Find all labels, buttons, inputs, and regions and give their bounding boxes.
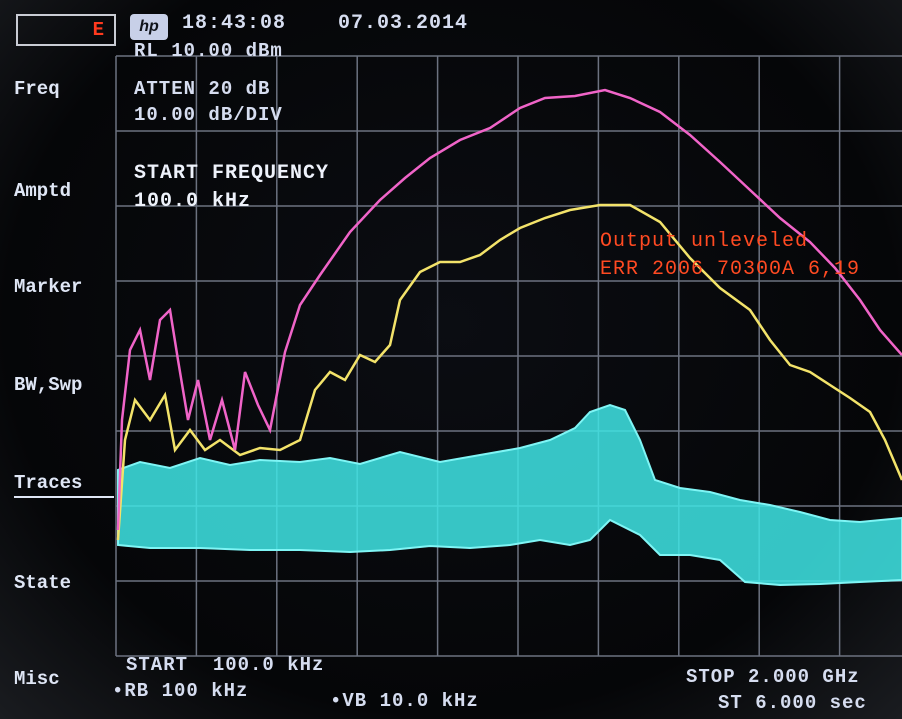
softkey[interactable]: Traces bbox=[14, 472, 114, 498]
message: ERR 2006 70300A 6,19 bbox=[600, 258, 861, 281]
scale: 10.00 dB/DIV bbox=[134, 104, 283, 126]
softkey[interactable]: Misc bbox=[14, 668, 60, 690]
softkey[interactable]: Freq bbox=[14, 78, 60, 100]
trace-yellow bbox=[116, 203, 902, 541]
softkey[interactable]: State bbox=[14, 572, 72, 594]
status-box: E bbox=[16, 14, 116, 46]
active-function-label: START FREQUENCY bbox=[134, 162, 330, 185]
status-indicator: E bbox=[92, 19, 104, 41]
trace-magenta bbox=[116, 88, 902, 531]
resolution-bandwidth: •RB 100 kHz bbox=[112, 680, 249, 702]
trace-cyan bbox=[117, 403, 902, 587]
start-frequency: START 100.0 kHz bbox=[126, 654, 325, 676]
video-bandwidth: •VB 10.0 kHz bbox=[330, 690, 479, 712]
message: Output unleveled bbox=[600, 230, 809, 253]
sweep-time: ST 6.000 sec bbox=[718, 692, 867, 714]
active-function-value: 100.0 kHz bbox=[134, 190, 252, 213]
time: 18:43:08 bbox=[182, 12, 287, 35]
date: 07.03.2014 bbox=[338, 12, 469, 35]
stop-frequency: STOP 2.000 GHz bbox=[686, 666, 860, 688]
reference-level: RL 10.00 dBm bbox=[134, 40, 283, 62]
softkey[interactable]: Marker bbox=[14, 276, 83, 298]
logo: hp bbox=[130, 14, 168, 40]
softkey[interactable]: BW,Swp bbox=[14, 374, 83, 396]
softkey[interactable]: Amptd bbox=[14, 180, 72, 202]
attenuation: ATTEN 20 dB bbox=[134, 78, 271, 100]
